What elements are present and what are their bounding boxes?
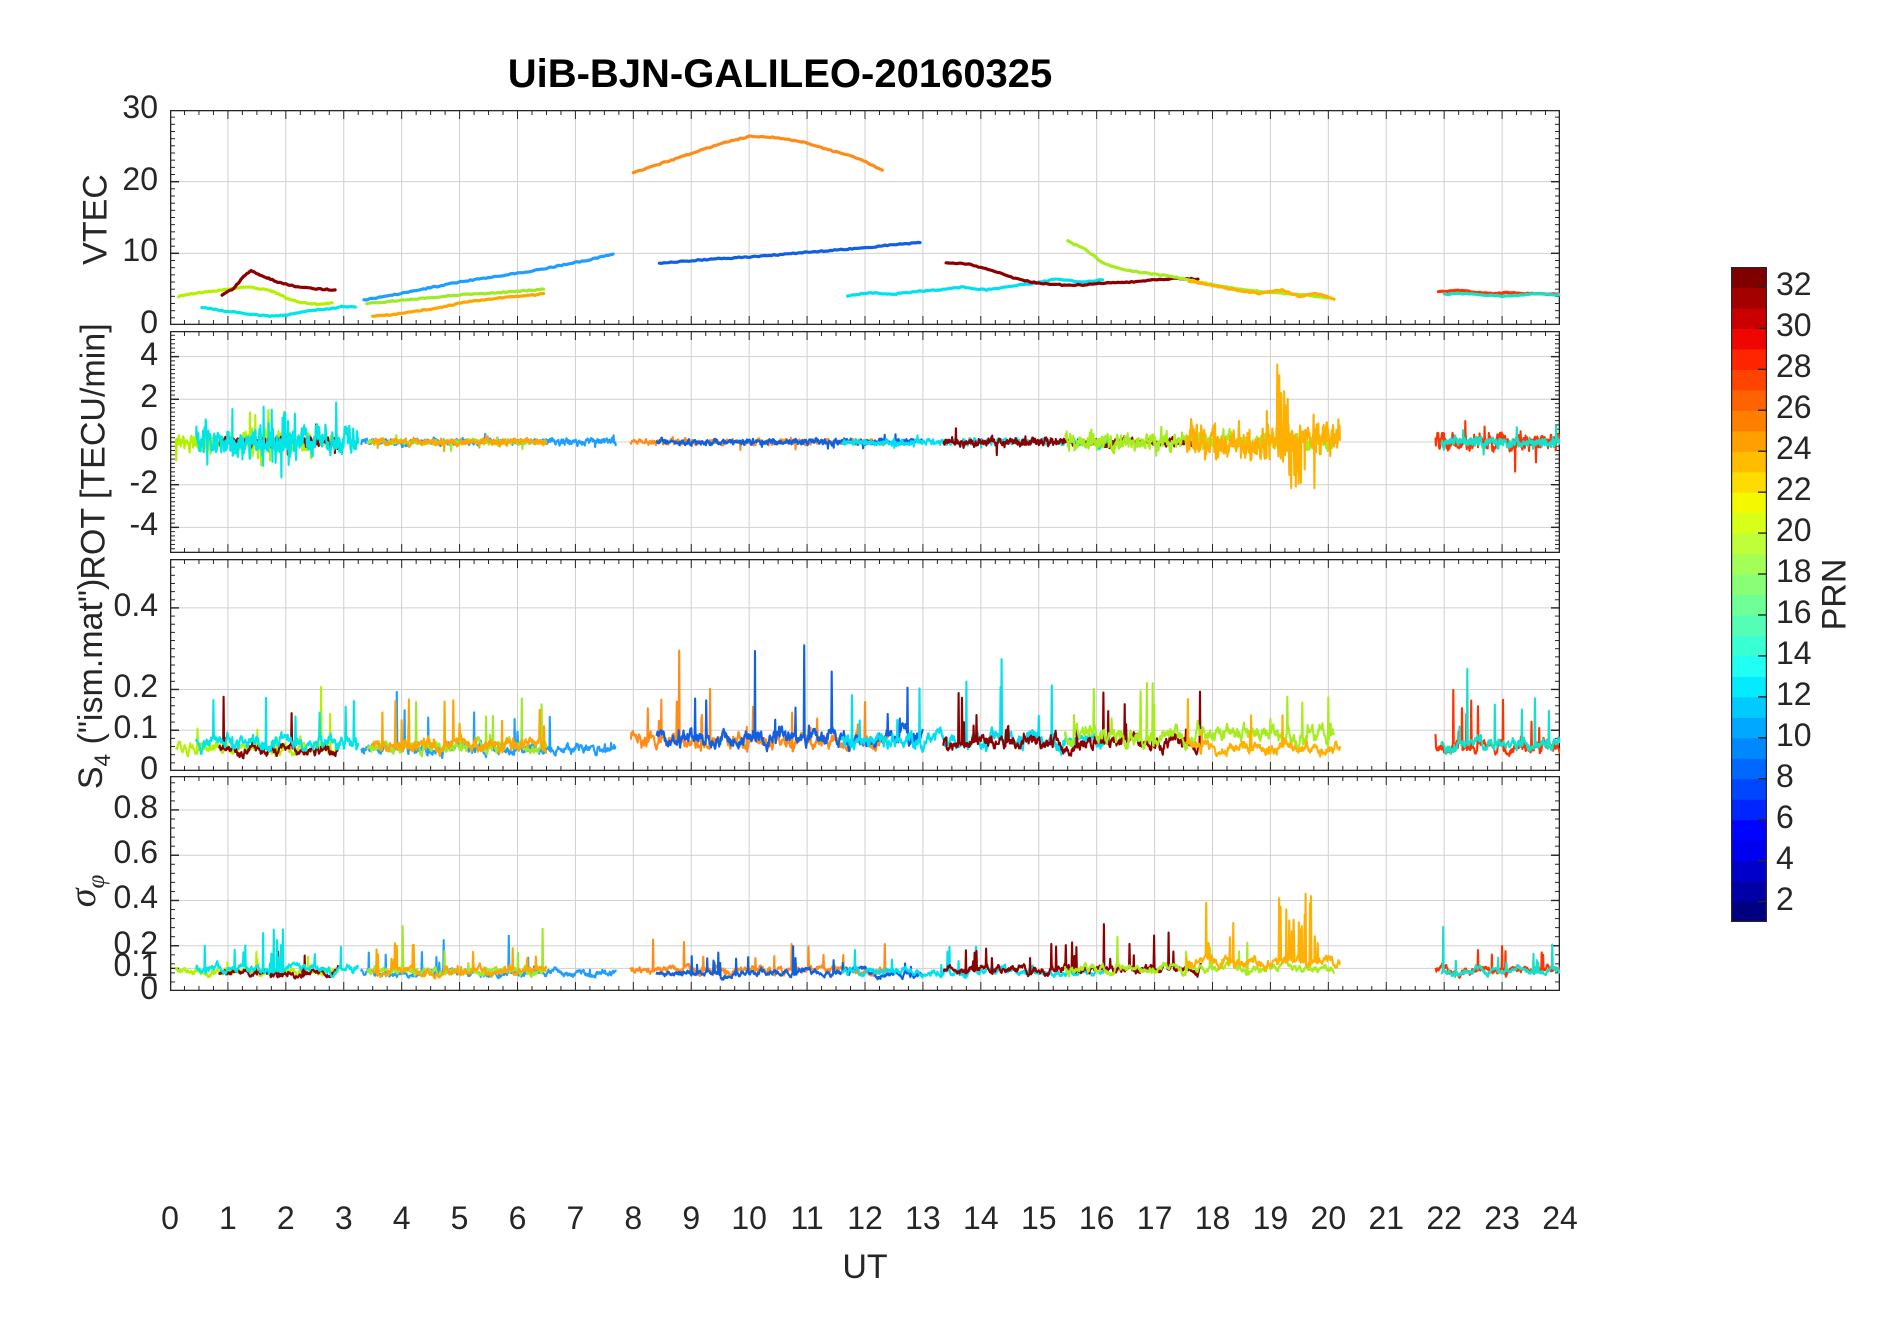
x-tick-24: 24 xyxy=(1542,1200,1578,1236)
panel-s4 xyxy=(170,559,1560,771)
x-tick-1: 1 xyxy=(219,1200,237,1236)
y-tick-rot--2: -2 xyxy=(129,463,158,500)
y-tick-s4-0.2: 0.2 xyxy=(113,668,158,705)
colorbar-tick-26: 26 xyxy=(1776,389,1812,426)
x-tick-21: 21 xyxy=(1368,1200,1405,1236)
colorbar-tick-10: 10 xyxy=(1776,716,1812,753)
x-tick-20: 20 xyxy=(1310,1200,1347,1236)
colorbar xyxy=(1730,266,1768,923)
colorbar-tick-8: 8 xyxy=(1776,757,1794,794)
x-tick-13: 13 xyxy=(905,1200,941,1236)
x-tick-0: 0 xyxy=(161,1200,179,1236)
y-tick-rot-4: 4 xyxy=(140,335,158,372)
y-tick-rot--4: -4 xyxy=(129,506,158,543)
x-tick-3: 3 xyxy=(334,1200,353,1236)
colorbar-tick-30: 30 xyxy=(1776,307,1812,344)
colorbar-tick-12: 12 xyxy=(1776,675,1812,712)
x-axis-label: UT xyxy=(842,1248,888,1286)
y-tick-rot-2: 2 xyxy=(140,378,158,415)
colorbar-tick-14: 14 xyxy=(1776,634,1812,671)
x-tick-12: 12 xyxy=(847,1200,883,1236)
y-tick-sig-0.2: 0.2 xyxy=(113,924,158,961)
colorbar-tick-22: 22 xyxy=(1776,471,1812,508)
x-tick-18: 18 xyxy=(1194,1200,1231,1236)
y-tick-vtec-10: 10 xyxy=(122,232,158,269)
colorbar-tick-16: 16 xyxy=(1776,593,1812,630)
colorbar-tick-32: 32 xyxy=(1776,266,1812,303)
x-tick-6: 6 xyxy=(508,1200,527,1236)
x-tick-10: 10 xyxy=(731,1200,767,1236)
x-tick-7: 7 xyxy=(566,1200,585,1236)
x-tick-19: 19 xyxy=(1252,1200,1289,1236)
colorbar-tick-18: 18 xyxy=(1776,553,1812,590)
x-tick-9: 9 xyxy=(682,1200,701,1236)
x-tick-5: 5 xyxy=(450,1200,469,1236)
y-tick-s4-0.4: 0.4 xyxy=(113,586,158,623)
colorbar-label: PRN xyxy=(1815,558,1854,631)
y-tick-vtec-20: 20 xyxy=(122,160,158,197)
x-tick-15: 15 xyxy=(1020,1200,1057,1236)
panel-vtec xyxy=(170,110,1560,325)
x-tick-14: 14 xyxy=(963,1200,999,1236)
colorbar-tick-20: 20 xyxy=(1776,512,1812,549)
x-tick-23: 23 xyxy=(1484,1200,1520,1236)
colorbar-tick-6: 6 xyxy=(1776,798,1794,835)
x-tick-4: 4 xyxy=(392,1200,411,1236)
x-tick-22: 22 xyxy=(1426,1200,1462,1236)
y-tick-vtec-30: 30 xyxy=(122,89,158,125)
panel-rot xyxy=(170,331,1560,553)
panel-sigma-phi xyxy=(170,776,1560,991)
colorbar-tick-4: 4 xyxy=(1776,839,1794,876)
x-tick-16: 16 xyxy=(1078,1200,1115,1236)
y-tick-sig-0.1: 0.1 xyxy=(113,947,158,984)
y-tick-rot-0: 0 xyxy=(140,421,158,457)
colorbar-tick-28: 28 xyxy=(1776,348,1812,385)
y-tick-sig-0.8: 0.8 xyxy=(113,788,158,825)
y-tick-vtec-0: 0 xyxy=(140,304,158,340)
figure-title: UiB-BJN-GALILEO-20160325 xyxy=(507,52,1053,96)
y-tick-sig-0.4: 0.4 xyxy=(113,879,158,916)
x-tick-2: 2 xyxy=(276,1200,295,1236)
y-tick-s4-0: 0 xyxy=(140,750,158,786)
y-tick-s4-0.1: 0.1 xyxy=(113,709,158,746)
x-tick-11: 11 xyxy=(790,1200,824,1236)
x-tick-8: 8 xyxy=(624,1200,643,1236)
y-tick-sig-0.6: 0.6 xyxy=(113,834,158,871)
y-tick-sig-0: 0 xyxy=(140,970,158,1006)
colorbar-tick-2: 2 xyxy=(1776,880,1794,917)
x-tick-17: 17 xyxy=(1136,1200,1173,1236)
colorbar-tick-24: 24 xyxy=(1776,430,1812,467)
